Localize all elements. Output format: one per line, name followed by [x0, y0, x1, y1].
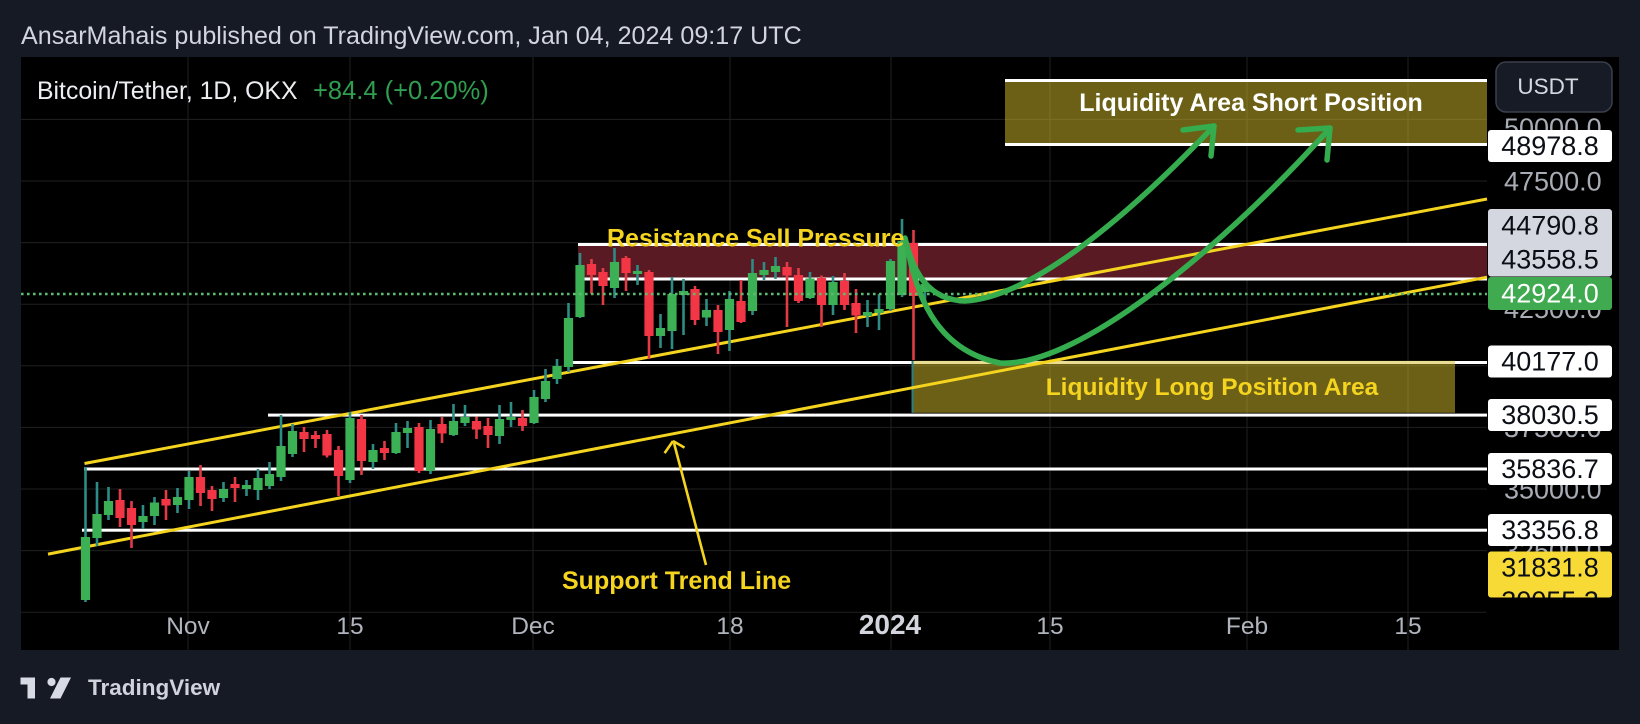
svg-text:15: 15 — [336, 613, 363, 640]
svg-text:42924.0: 42924.0 — [1501, 279, 1599, 309]
svg-text:Support Trend Line: Support Trend Line — [562, 567, 791, 595]
svg-text:Bitcoin/Tether, 1D, OKX: Bitcoin/Tether, 1D, OKX — [37, 78, 298, 105]
svg-text:15: 15 — [1036, 613, 1063, 640]
svg-text:43558.5: 43558.5 — [1501, 245, 1599, 275]
svg-text:48978.8: 48978.8 — [1501, 131, 1599, 161]
svg-text:USDT: USDT — [1517, 74, 1579, 99]
svg-text:33356.8: 33356.8 — [1501, 515, 1599, 545]
svg-text:18: 18 — [716, 613, 743, 640]
svg-text:TradingView: TradingView — [88, 675, 221, 700]
svg-text:44790.8: 44790.8 — [1501, 211, 1599, 241]
svg-text:Feb: Feb — [1226, 613, 1268, 640]
svg-text:Dec: Dec — [511, 613, 555, 640]
svg-text:15: 15 — [1394, 613, 1421, 640]
svg-text:31831.8: 31831.8 — [1501, 553, 1599, 583]
svg-text:Liquidity Area Short Position: Liquidity Area Short Position — [1079, 89, 1423, 117]
svg-text:35836.7: 35836.7 — [1501, 454, 1599, 484]
svg-text:40177.0: 40177.0 — [1501, 347, 1599, 377]
svg-text:38030.5: 38030.5 — [1501, 400, 1599, 430]
svg-text:+84.4 (+0.20%): +84.4 (+0.20%) — [313, 77, 489, 105]
svg-text:47500.0: 47500.0 — [1504, 167, 1602, 197]
svg-text:Resistance Sell Pressure: Resistance Sell Pressure — [607, 225, 904, 253]
svg-text:Nov: Nov — [166, 613, 210, 640]
svg-text:2024: 2024 — [859, 609, 922, 640]
svg-text:AnsarMahais published on Tradi: AnsarMahais published on TradingView.com… — [21, 22, 802, 50]
svg-text:Liquidity Long Position Area: Liquidity Long Position Area — [1046, 374, 1379, 401]
